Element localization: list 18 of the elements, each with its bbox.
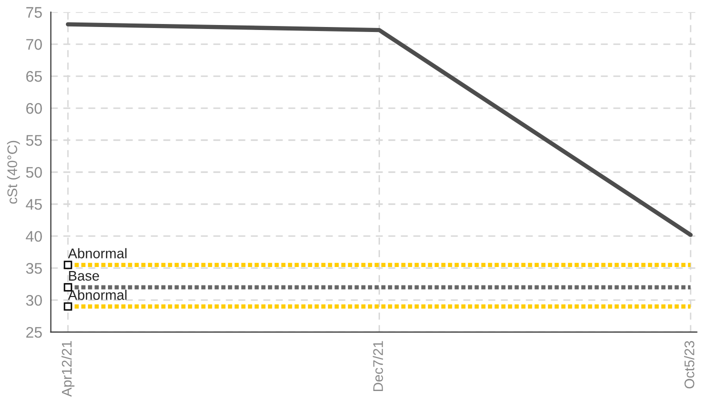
y-tick-label: 55 (26, 135, 42, 146)
y-tick-label: 30 (26, 294, 42, 306)
y-tick-label: 60 (26, 103, 42, 114)
x-tick-label: Oct5/23 (684, 341, 694, 388)
x-tick-label: Apr12/21 (61, 341, 74, 397)
ref-line-label: Abnormal (68, 248, 126, 258)
x-tick-label: Dec7/21 (372, 341, 384, 392)
ref-line-label: Base (69, 271, 99, 281)
y-tick-label: 35 (26, 262, 42, 274)
y-tick-label: 65 (26, 71, 42, 82)
y-tick-label: 50 (26, 166, 42, 178)
y-tick-label: 40 (26, 230, 42, 242)
y-tick-label: 70 (26, 39, 42, 50)
y-axis-title: cSt (40°C) (7, 140, 20, 204)
y-tick-label: 25 (26, 326, 42, 338)
ref-line-label: Abnormal (68, 290, 126, 300)
y-tick-label: 75 (26, 7, 42, 18)
y-tick-label: 45 (26, 199, 42, 210)
